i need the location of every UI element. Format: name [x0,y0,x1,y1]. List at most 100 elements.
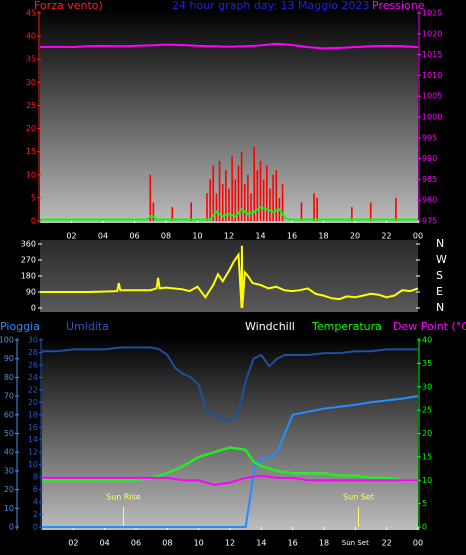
tick-label: 20 [422,429,432,438]
bar [281,184,284,221]
bar [231,156,233,221]
bar [228,188,230,221]
bar [369,202,372,221]
tick-label: 2 [33,510,38,519]
tick-label: 14 [28,435,38,444]
bar [243,184,246,221]
legend-label: Dew Point (°C) [393,320,466,333]
legend-label: Temperatura [311,320,382,333]
annotation: Sun Set [343,493,374,502]
tick-label: 0 [31,217,36,226]
tick-label: 12 [28,448,38,457]
x-tick-label: 06 [131,539,141,548]
tick-label: 0 [422,523,427,532]
bar [240,151,243,221]
bar [218,160,221,221]
tick-label: 5 [422,499,427,508]
bar [237,165,240,221]
x-tick-label: 20 [350,232,360,241]
bar [212,165,215,221]
x-tick-label: 10 [194,539,204,548]
bar [269,188,271,221]
tick-label: 990 [422,154,437,163]
x-tick-label: 16 [287,232,297,241]
x-tick-label: 02 [68,539,78,548]
x-tick-label: 18 [319,539,329,548]
bar [395,197,397,221]
tick-label: 360 [21,240,36,249]
x-tick-label: 02 [66,232,76,241]
tick-label: 35 [422,359,432,368]
line [42,395,419,528]
tick-label: 90 [4,354,14,363]
line [42,474,418,486]
plot-bg [42,337,418,530]
tick-label: 30 [4,466,14,475]
x-tick-label: 14 [256,539,266,548]
chart-title: 24 hour graph day: 13 Maggio 2023 [172,0,369,12]
tick-label: 30 [28,336,38,345]
tick-label: 45 [26,9,36,18]
x-tick-label: 00 [413,539,423,548]
tick-label: 270 [21,256,36,265]
x-tick-label: 14 [255,232,265,241]
legend-label: Umidita [66,320,109,333]
bar [262,179,265,221]
x-tick-label: 22 [382,539,392,548]
tick-label: 18 [28,410,38,419]
tick-label: 980 [422,196,437,205]
tick-label: 8 [33,473,38,482]
tick-label: 90 [26,288,36,297]
bar [206,193,208,221]
tick-label: 6 [33,485,38,494]
tick-label: 4 [33,498,38,507]
bar [209,179,211,221]
tick-label: 5 [31,193,36,202]
tick-label: 1005 [422,92,442,101]
tick-label: E [436,285,443,298]
bar [171,207,174,221]
bar [272,174,274,221]
tick-label: 80 [4,373,14,382]
tick-label: 1010 [422,71,442,80]
bar [253,147,255,221]
x-tick-label: 18 [318,232,328,241]
tick-label: 20 [28,398,38,407]
y-axis-title: Forza vento) [34,0,103,12]
x-tick-label: 10 [192,232,202,241]
line [39,42,419,50]
bar [266,165,268,221]
x-tick-label: Sun Set [342,539,369,547]
tick-label: 15 [422,452,432,461]
x-tick-label: 08 [161,232,171,241]
tick-label: 1000 [422,113,442,122]
bar [275,170,278,221]
tick-label: 1025 [422,9,442,18]
bar [351,207,353,221]
bar [152,202,155,221]
x-tick-label: 04 [98,232,108,241]
tick-label: 985 [422,175,437,184]
line [40,205,418,221]
line [42,346,418,422]
tick-label: 35 [26,55,36,64]
tick-label: 10 [28,460,38,469]
tick-label: 995 [422,133,437,142]
line [40,245,419,309]
tick-label: 60 [4,410,14,419]
tick-label: 30 [422,382,432,391]
tick-label: 24 [28,373,38,382]
bar [247,174,249,221]
x-tick-label: 08 [162,539,172,548]
x-tick-label: 12 [224,232,234,241]
x-tick-label: 12 [225,539,235,548]
tick-label: 0 [9,523,14,532]
bar [316,197,318,221]
x-tick-label: 04 [100,539,110,548]
bar [215,193,218,221]
x-tick-label: 16 [288,539,298,548]
bar [221,184,224,221]
tick-label: N [436,301,444,314]
plot-bg [40,9,418,223]
